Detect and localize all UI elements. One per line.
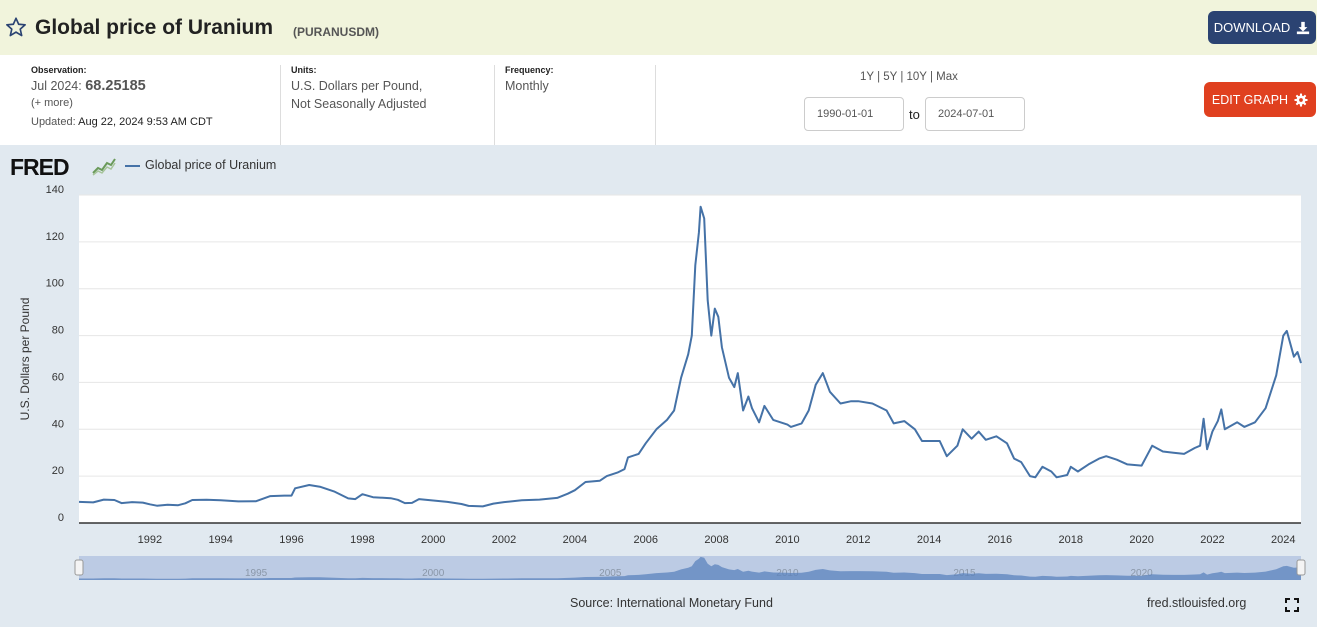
- fred-logo-mark: [92, 156, 116, 176]
- navigator-series-area: [79, 556, 1301, 580]
- x-tick-label: 2012: [846, 534, 870, 546]
- title-bar: Global price of Uranium (PURANUSDM) DOWN…: [0, 0, 1317, 55]
- main-chart: 0 20 40 60 80 100 120 140 1992 1994 1996 1998 2000 2…: [18, 184, 1306, 580]
- fullscreen-icon[interactable]: [1285, 598, 1299, 612]
- series-title: Global price of Uranium: [35, 16, 274, 39]
- frequency-value: Monthly: [505, 79, 549, 93]
- updated-label: Updated:: [31, 116, 76, 128]
- frequency-block: Frequency: Monthly: [505, 65, 554, 95]
- x-tick-label: 2022: [1200, 534, 1224, 546]
- plot-area: [79, 195, 1301, 523]
- x-tick-label: 2018: [1059, 534, 1083, 546]
- range-10y-link[interactable]: 10Y: [906, 71, 927, 83]
- observation-date: Jul 2024:: [31, 79, 82, 93]
- observation-row: Jul 2024: 68.25185: [31, 77, 213, 95]
- range-separator: |: [877, 71, 884, 83]
- edit-graph-label: EDIT GRAPH: [1211, 92, 1289, 107]
- x-tick-label: 2000: [421, 534, 445, 546]
- range-separator: |: [929, 71, 937, 83]
- series-id: (PURANUSDM): [293, 25, 379, 39]
- download-icon: [1297, 21, 1310, 34]
- source-note: Source: International Monetary Fund: [570, 596, 773, 610]
- x-tick-label: 2008: [704, 534, 728, 546]
- y-tick-label: 20: [52, 465, 64, 477]
- series-metadata: Observation: Jul 2024: 68.25185 (+ more)…: [0, 55, 1317, 145]
- x-tick-label: 1998: [350, 534, 374, 546]
- navigator-left-handle[interactable]: [74, 559, 84, 576]
- x-tick-labels: 1992 1994 1996 1998 2000 2002 2004 2006 2008 2010…: [138, 534, 1296, 546]
- legend-label: Global price of Uranium: [145, 158, 277, 172]
- end-date-input[interactable]: 2024-07-01: [925, 97, 1025, 131]
- series-line: [78, 205, 1302, 508]
- x-tick-label: 1992: [138, 534, 162, 546]
- y-tick-label: 120: [46, 231, 64, 243]
- frequency-label: Frequency:: [505, 65, 554, 75]
- divider: [280, 65, 281, 145]
- navigator-tick-label: 2005: [599, 568, 622, 579]
- x-tick-label: 2024: [1271, 534, 1295, 546]
- observation-block: Observation: Jul 2024: 68.25185 (+ more)…: [31, 65, 213, 133]
- start-date-input[interactable]: 1990-01-01: [804, 97, 904, 131]
- x-tick-label: 1996: [279, 534, 303, 546]
- edit-graph-button[interactable]: EDIT GRAPH: [1204, 82, 1316, 117]
- range-max-link[interactable]: Max: [936, 71, 958, 83]
- x-tick-label: 2004: [563, 534, 587, 546]
- observation-value: 68.25185: [85, 78, 146, 94]
- navigator-tick-label: 2000: [422, 568, 445, 579]
- star-icon[interactable]: [5, 16, 27, 38]
- x-tick-label: 2002: [492, 534, 516, 546]
- y-tick-label: 80: [52, 325, 64, 337]
- range-5y-link[interactable]: 5Y: [883, 71, 898, 83]
- grid-lines: [79, 194, 1301, 477]
- y-tick-label: 60: [52, 371, 64, 383]
- more-observations-link[interactable]: (+ more): [31, 97, 73, 109]
- divider: [655, 65, 656, 145]
- units-value-line2: Not Seasonally Adjusted: [291, 97, 427, 111]
- y-tick-label: 40: [52, 418, 64, 430]
- navigator-tick-label: 1995: [245, 568, 268, 579]
- y-axis-title: U.S. Dollars per Pound: [18, 298, 32, 421]
- navigator-tick-label: 2020: [1130, 568, 1153, 579]
- to-label: to: [909, 107, 920, 122]
- range-1y-link[interactable]: 1Y: [860, 71, 874, 83]
- divider: [494, 65, 495, 145]
- range-links: 1Y | 5Y | 10Y | Max: [860, 71, 958, 83]
- download-button[interactable]: DOWNLOAD: [1208, 11, 1316, 44]
- observation-label: Observation:: [31, 65, 87, 75]
- updated-row: Updated: Aug 22, 2024 9:53 AM CDT: [31, 111, 213, 133]
- legend-swatch: [125, 165, 140, 167]
- y-tick-labels: 0 20 40 60 80 100 120 140: [46, 184, 64, 524]
- gear-icon: [1294, 92, 1308, 107]
- x-tick-label: 2016: [988, 534, 1012, 546]
- fred-logo: FRED: [10, 154, 70, 180]
- range-separator: |: [900, 71, 907, 83]
- units-label: Units:: [291, 65, 317, 75]
- download-label: DOWNLOAD: [1213, 20, 1291, 35]
- fred-url-link[interactable]: fred.stlouisfed.org: [1147, 596, 1247, 610]
- units-block: Units: U.S. Dollars per Pound, Not Seaso…: [291, 65, 427, 113]
- x-tick-label: 2014: [917, 534, 941, 546]
- y-tick-label: 140: [46, 184, 64, 196]
- x-tick-label: 1994: [208, 534, 232, 546]
- y-tick-label: 100: [46, 278, 64, 290]
- updated-value: Aug 22, 2024 9:53 AM CDT: [78, 116, 213, 128]
- y-tick-label: 0: [58, 512, 64, 524]
- units-value-line1: U.S. Dollars per Pound,: [291, 79, 423, 93]
- x-tick-label: 2010: [775, 534, 799, 546]
- chart-area: FRED Global price of Uranium 0 20 40 60 80 10…: [0, 145, 1317, 627]
- x-tick-label: 2006: [633, 534, 657, 546]
- navigator-right-handle[interactable]: [1296, 559, 1306, 576]
- x-tick-label: 2020: [1129, 534, 1153, 546]
